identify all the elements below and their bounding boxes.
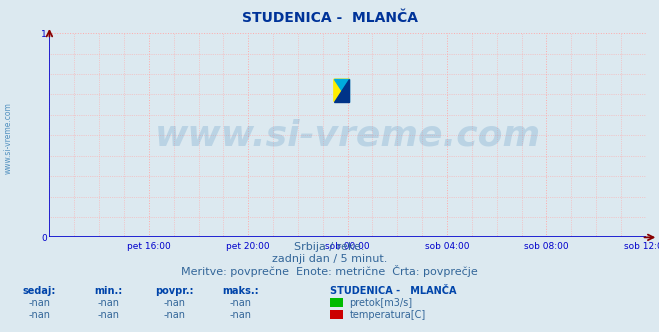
Text: STUDENICA -   MLANČA: STUDENICA - MLANČA — [330, 286, 456, 295]
Text: povpr.:: povpr.: — [156, 286, 194, 295]
Text: -nan: -nan — [163, 310, 186, 320]
Text: pretok[m3/s]: pretok[m3/s] — [349, 298, 413, 308]
Text: -nan: -nan — [28, 298, 51, 308]
Polygon shape — [334, 79, 349, 102]
Text: temperatura[C]: temperatura[C] — [349, 310, 426, 320]
Text: Meritve: povprečne  Enote: metrične  Črta: povprečje: Meritve: povprečne Enote: metrične Črta:… — [181, 265, 478, 277]
Text: sedaj:: sedaj: — [23, 286, 56, 295]
Polygon shape — [334, 79, 349, 102]
Polygon shape — [334, 79, 349, 102]
Text: www.si-vreme.com: www.si-vreme.com — [3, 102, 13, 174]
Text: -nan: -nan — [163, 298, 186, 308]
Text: -nan: -nan — [98, 298, 120, 308]
Text: -nan: -nan — [28, 310, 51, 320]
Text: www.si-vreme.com: www.si-vreme.com — [155, 118, 540, 152]
Text: zadnji dan / 5 minut.: zadnji dan / 5 minut. — [272, 254, 387, 264]
Text: STUDENICA -  MLANČA: STUDENICA - MLANČA — [241, 11, 418, 25]
Text: -nan: -nan — [98, 310, 120, 320]
Text: Srbija / reke.: Srbija / reke. — [295, 242, 364, 252]
Text: -nan: -nan — [229, 310, 252, 320]
Text: maks.:: maks.: — [222, 286, 259, 295]
Text: -nan: -nan — [229, 298, 252, 308]
Text: min.:: min.: — [95, 286, 123, 295]
